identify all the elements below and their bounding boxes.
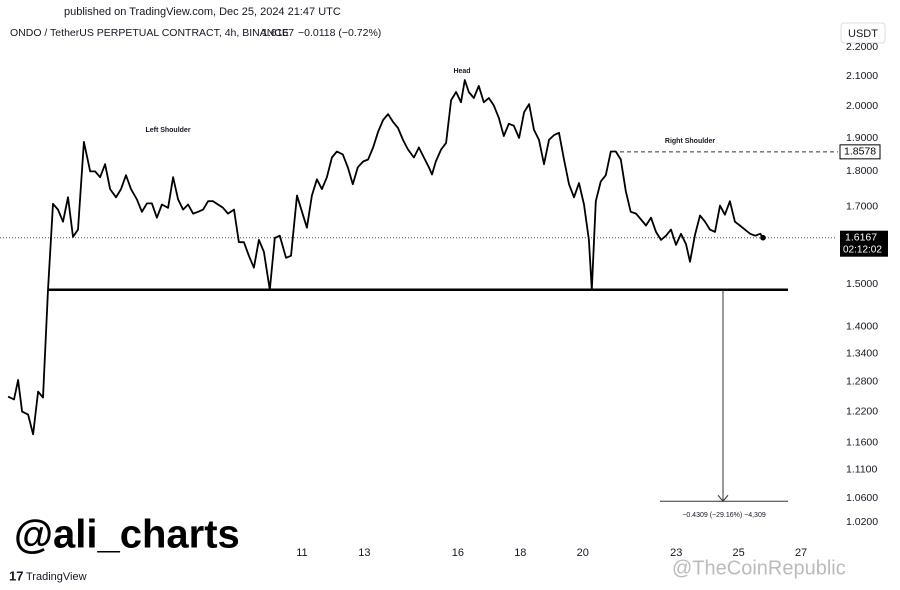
watermark: @TheCoinRepublic [672,557,846,579]
y-tick-label: 2.2000 [846,41,878,53]
published-note: published on TradingView.com, Dec 25, 20… [64,6,341,18]
measure-label: −0.4309 (−29.16%) −4,309 [682,512,766,519]
x-tick-label: 18 [514,547,526,559]
y-tick-label: 2.0000 [846,100,878,112]
symbol-title: ONDO / TetherUS PERPETUAL CONTRACT, 4h, … [10,27,289,39]
x-tick-label: 13 [358,547,370,559]
y-tick-label: 1.1600 [846,437,878,449]
brand: TradingView [26,571,87,583]
price-line [7,79,764,436]
currency-box [840,22,886,44]
last-price-box [840,230,888,257]
x-tick-label: 11 [296,547,307,559]
tv-logo: 17 [9,568,23,583]
y-tick-label: 1.0600 [846,492,878,504]
x-tick-label: 16 [452,547,464,559]
target-box [839,144,881,160]
y-tick-label: 1.9000 [846,132,878,144]
author: @ali_charts [14,513,240,557]
x-tick-label: 20 [577,547,589,559]
last-price-tag: 1.6167 [845,231,877,243]
x-tick-label: 27 [795,547,807,559]
target-price: 1.8578 [844,146,876,158]
last-price: 1.6167 [262,27,294,39]
y-tick-label: 1.5000 [846,278,878,290]
currency: USDT [848,28,878,40]
last-point [760,234,766,241]
price-change: −0.0118 (−0.72%) [298,27,381,39]
y-tick-label: 1.3400 [846,347,878,359]
y-tick-label: 1.1100 [846,464,877,476]
countdown: 02:12:02 [843,244,882,255]
pattern-label: Head [453,68,470,75]
y-tick-label: 1.7000 [846,200,878,212]
pattern-label: Right Shoulder [665,138,715,145]
y-tick-label: 2.1000 [846,70,878,82]
y-tick-label: 1.4000 [846,320,878,332]
x-tick-label: 25 [733,547,745,559]
y-tick-label: 1.2200 [846,405,878,417]
y-tick-label: 1.0200 [846,516,878,528]
y-tick-label: 1.8000 [846,165,878,177]
pattern-label: Left Shoulder [145,127,190,134]
x-tick-label: 23 [670,547,682,559]
y-tick-label: 1.2800 [846,376,878,388]
